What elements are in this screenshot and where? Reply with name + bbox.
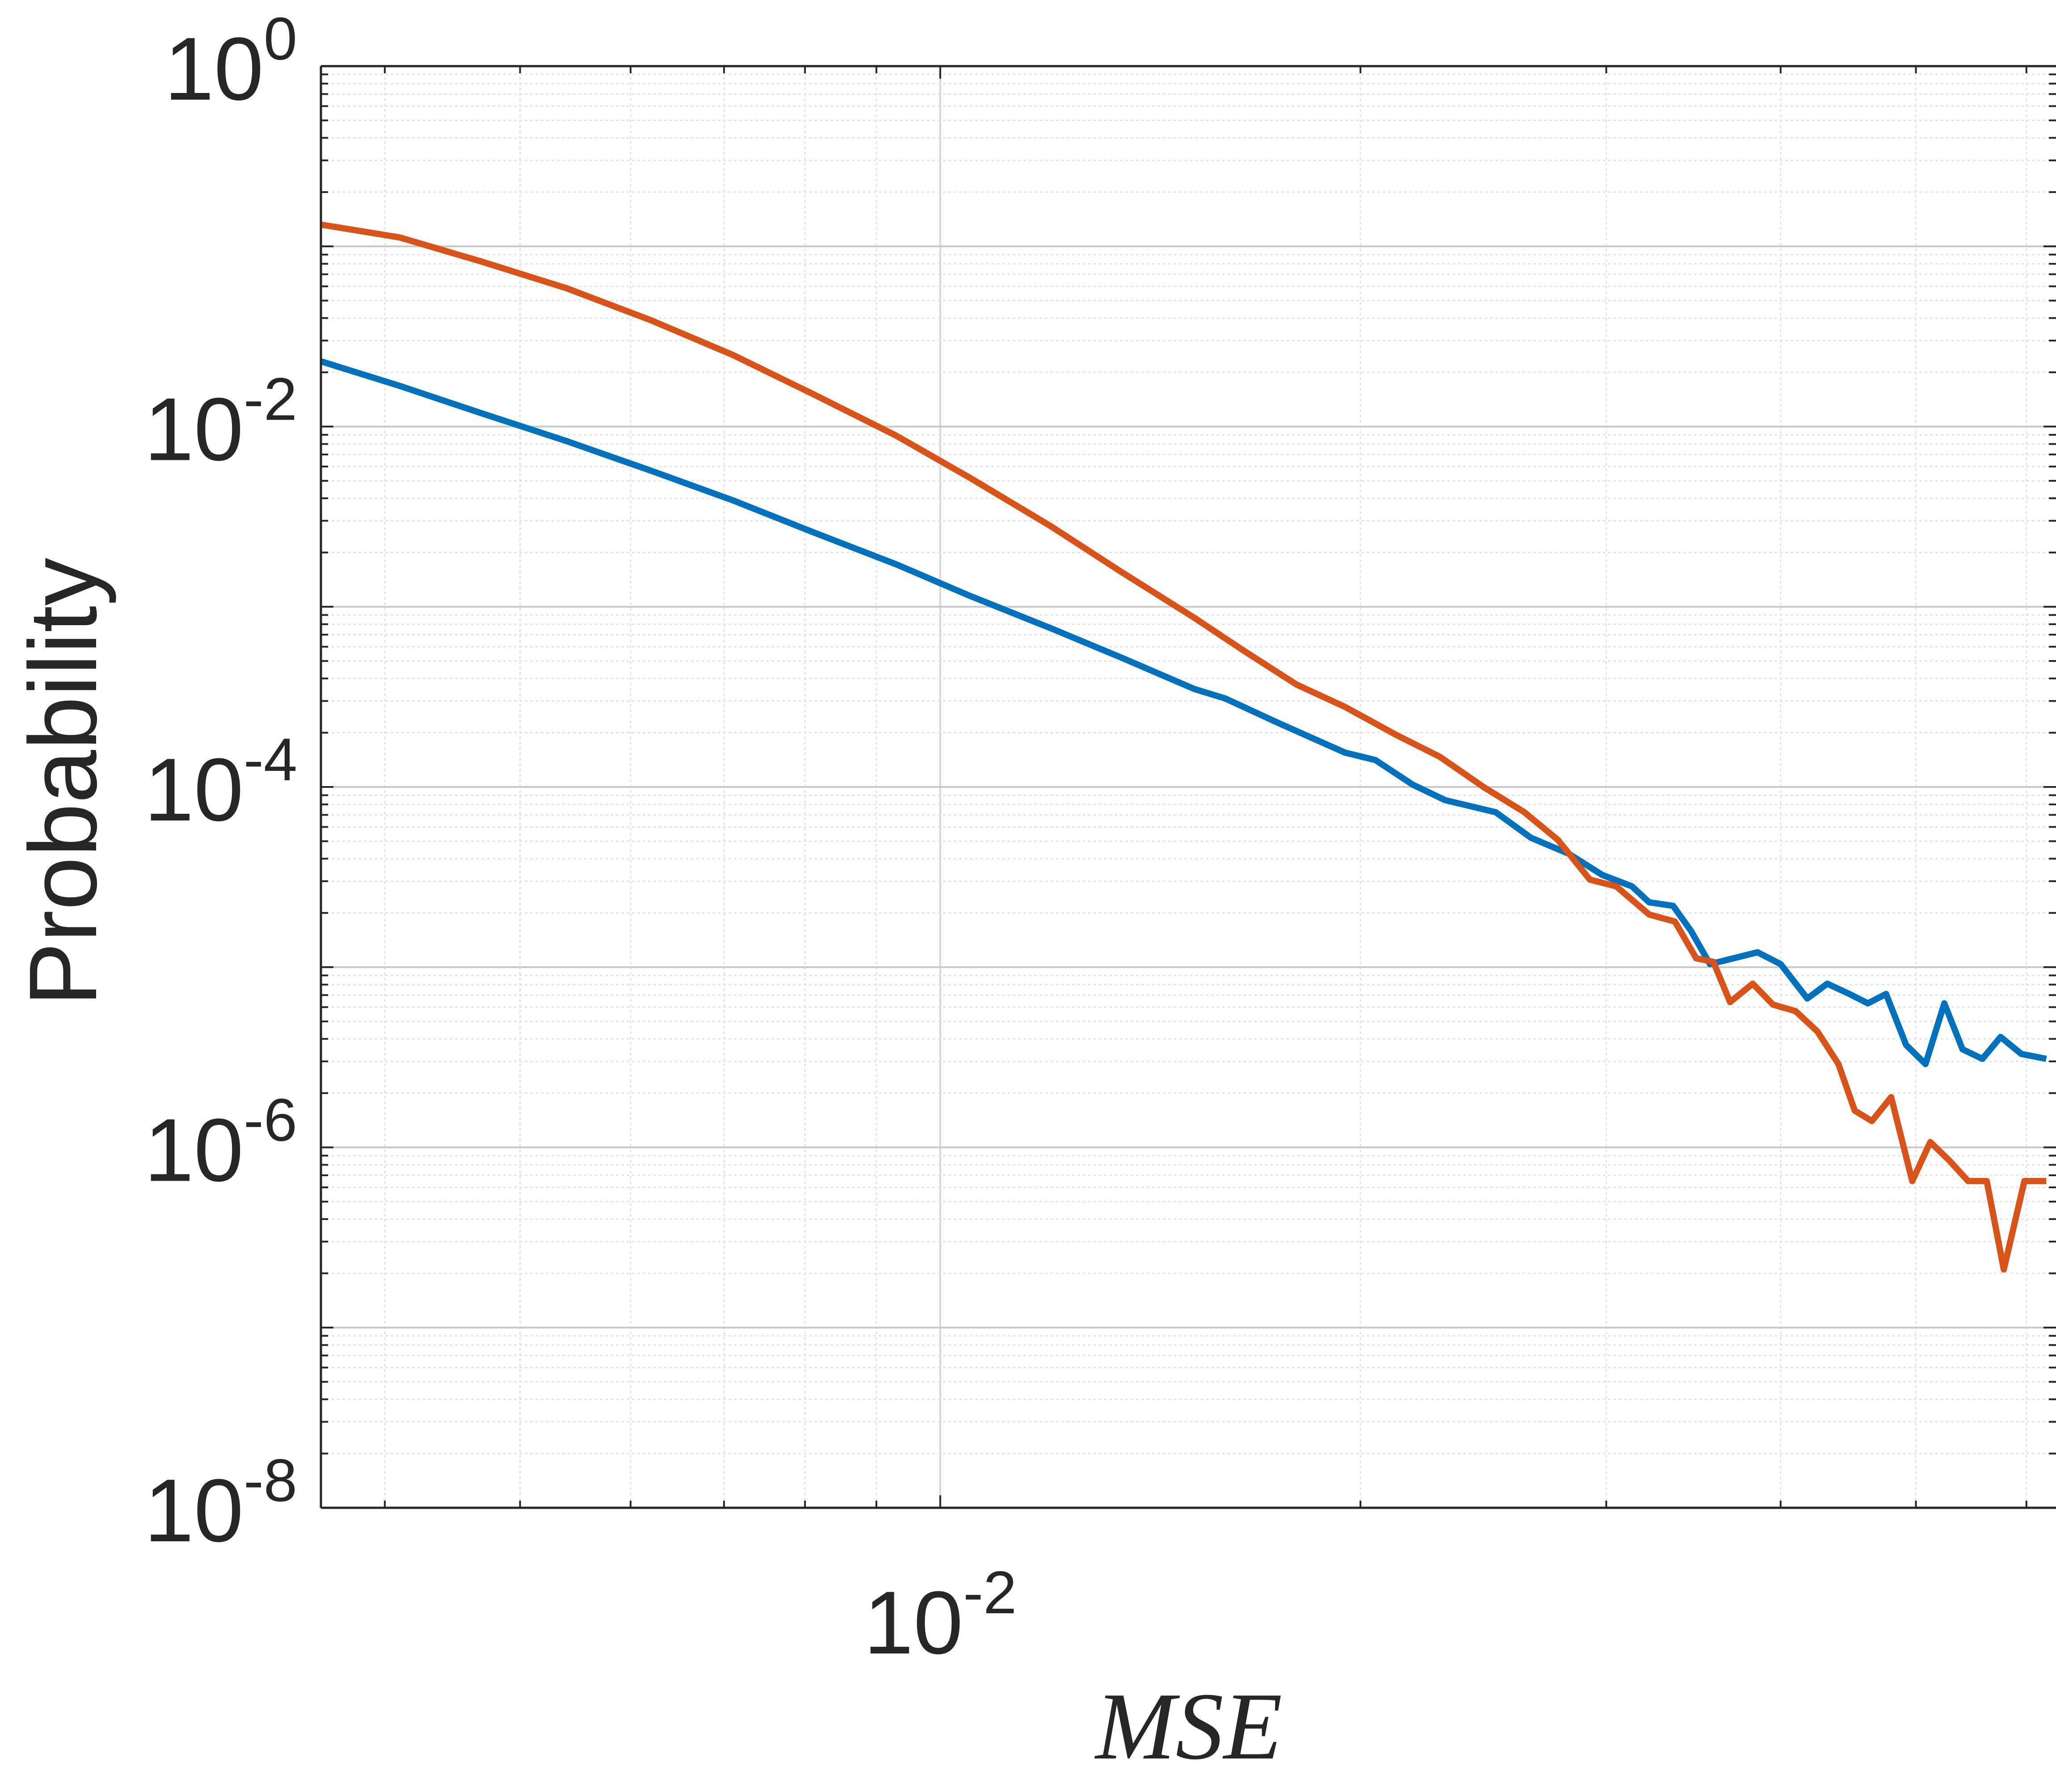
series-line-1 bbox=[320, 358, 2047, 1067]
y-tick-label: 10-2 bbox=[144, 366, 297, 480]
y-tick-label: 100 bbox=[164, 5, 297, 119]
series-lines bbox=[320, 221, 2047, 1273]
tick-labels: 100 10-2 10-4 10-6 10-8 10-2 bbox=[144, 5, 1016, 1673]
x-tick-label: 10-2 bbox=[864, 1559, 1017, 1673]
grid bbox=[321, 66, 2056, 1508]
y-axis-label: Probability bbox=[9, 558, 117, 1006]
y-tick-label: 10-6 bbox=[144, 1086, 297, 1200]
axes-frame bbox=[320, 65, 2056, 1509]
series-line-2 bbox=[320, 221, 2047, 1273]
y-tick-label: 10-4 bbox=[144, 726, 297, 840]
y-tick-label: 10-8 bbox=[144, 1447, 297, 1561]
x-axis-label: MSE bbox=[1094, 1673, 1282, 1779]
